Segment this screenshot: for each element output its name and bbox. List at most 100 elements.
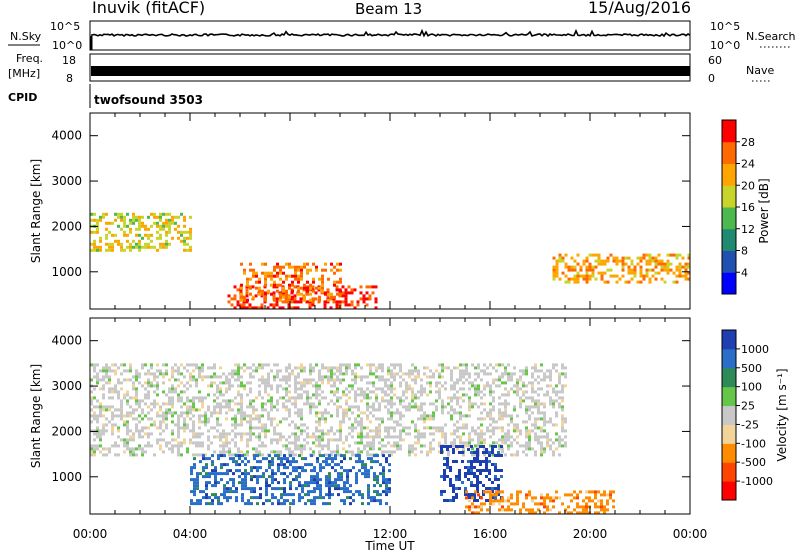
cell-381 bbox=[171, 429, 174, 433]
cell-164 bbox=[123, 438, 126, 442]
cell-2377 bbox=[262, 472, 265, 476]
cell-2140 bbox=[555, 369, 558, 373]
cell-1400 bbox=[387, 432, 390, 436]
cell-2828 bbox=[485, 460, 488, 463]
cell-1659 bbox=[447, 453, 450, 457]
cell-1187 bbox=[345, 393, 348, 397]
cell-266 bbox=[288, 274, 291, 278]
cell-1858 bbox=[492, 390, 495, 394]
cell-41 bbox=[263, 285, 267, 289]
cell-124 bbox=[114, 390, 117, 394]
cell-1043 bbox=[315, 411, 318, 415]
cell-2827 bbox=[485, 457, 488, 460]
cell-468 bbox=[144, 233, 147, 237]
cell-289 bbox=[150, 402, 153, 406]
cell-91 bbox=[299, 300, 303, 304]
cell-247 bbox=[279, 277, 282, 281]
cell-2721 bbox=[443, 499, 446, 502]
cell-2622 bbox=[355, 472, 358, 476]
cell-2097 bbox=[543, 417, 546, 421]
cell-630 bbox=[225, 441, 228, 445]
cell-2297 bbox=[229, 487, 232, 491]
cell-494 bbox=[195, 408, 198, 412]
cell-2183 bbox=[564, 372, 567, 376]
cell-3 bbox=[230, 303, 234, 307]
cell-2988 bbox=[570, 511, 573, 515]
cell-299 bbox=[303, 286, 306, 290]
cell-1501 bbox=[408, 447, 411, 451]
cell-1321 bbox=[372, 414, 375, 418]
cell-152 bbox=[350, 288, 354, 292]
cell-399 bbox=[177, 378, 180, 382]
cell-2886 bbox=[474, 490, 477, 494]
cell-1827 bbox=[483, 447, 486, 451]
cell-1243 bbox=[357, 414, 360, 418]
cell-1937 bbox=[507, 438, 510, 442]
cell-5 bbox=[90, 399, 93, 403]
cell-1683 bbox=[453, 423, 456, 427]
cell-192 bbox=[246, 298, 249, 302]
cell-193 bbox=[249, 262, 252, 266]
cell-377 bbox=[96, 245, 99, 249]
cell-252 bbox=[282, 265, 285, 269]
cell-768 bbox=[255, 447, 258, 451]
cell-356 bbox=[339, 289, 342, 293]
cell-2983 bbox=[567, 493, 570, 497]
cell-715 bbox=[243, 417, 246, 421]
cell-2885 bbox=[471, 511, 474, 515]
cell-2372 bbox=[259, 475, 262, 479]
cell-110 bbox=[111, 405, 114, 409]
cell-543 bbox=[183, 239, 186, 243]
cell-2793 bbox=[473, 475, 476, 478]
cell-1075 bbox=[321, 381, 324, 385]
cell-423 bbox=[123, 224, 126, 228]
cell-321 bbox=[159, 405, 162, 409]
cell-1551 bbox=[420, 393, 423, 397]
cell-1265 bbox=[360, 432, 363, 436]
cell-1997 bbox=[525, 366, 528, 370]
cell-1014 bbox=[309, 381, 312, 385]
cell-304 bbox=[153, 423, 156, 427]
cell-437 bbox=[183, 420, 186, 424]
cell-1485 bbox=[405, 396, 408, 400]
cell-568 bbox=[555, 274, 559, 278]
nsky-label: N.Sky bbox=[10, 30, 42, 43]
cell-2963 bbox=[543, 505, 546, 509]
cell-1126 bbox=[333, 372, 336, 376]
cell-641 bbox=[603, 259, 607, 263]
cell-3000 bbox=[582, 499, 585, 503]
cell-1739 bbox=[465, 393, 468, 397]
cell-525 bbox=[171, 221, 174, 225]
cell-575 bbox=[561, 271, 565, 275]
cell-2293 bbox=[226, 499, 229, 503]
cell-2598 bbox=[343, 484, 346, 488]
cell-966 bbox=[297, 447, 300, 451]
cell-1077 bbox=[321, 396, 324, 400]
cell-1630 bbox=[441, 366, 444, 370]
cell-583 bbox=[567, 277, 571, 281]
cell-1191 bbox=[345, 411, 348, 415]
cell-190 bbox=[246, 280, 249, 284]
cell-303 bbox=[153, 420, 156, 424]
cell-382 bbox=[99, 239, 102, 243]
cell-2439 bbox=[283, 493, 286, 497]
cell-625 bbox=[591, 271, 595, 275]
cell-1522 bbox=[414, 381, 417, 385]
cell-2953 bbox=[534, 502, 537, 506]
cell-252 bbox=[141, 435, 144, 439]
cell-210 bbox=[132, 447, 135, 451]
cell-2320 bbox=[238, 481, 241, 485]
cell-1015 bbox=[309, 396, 312, 400]
cell-108 bbox=[311, 303, 315, 307]
cell-2301 bbox=[232, 460, 235, 464]
cell-2247 bbox=[211, 460, 214, 464]
cell-2334 bbox=[244, 472, 247, 476]
cell-2832 bbox=[485, 475, 488, 478]
cell-2896 bbox=[483, 490, 486, 494]
cell-386 bbox=[102, 215, 105, 219]
cell-1860 bbox=[492, 399, 495, 403]
cell-2505 bbox=[310, 481, 313, 485]
cell-2024 bbox=[528, 438, 531, 442]
cell-489 bbox=[195, 366, 198, 370]
cell-364 bbox=[168, 411, 171, 415]
